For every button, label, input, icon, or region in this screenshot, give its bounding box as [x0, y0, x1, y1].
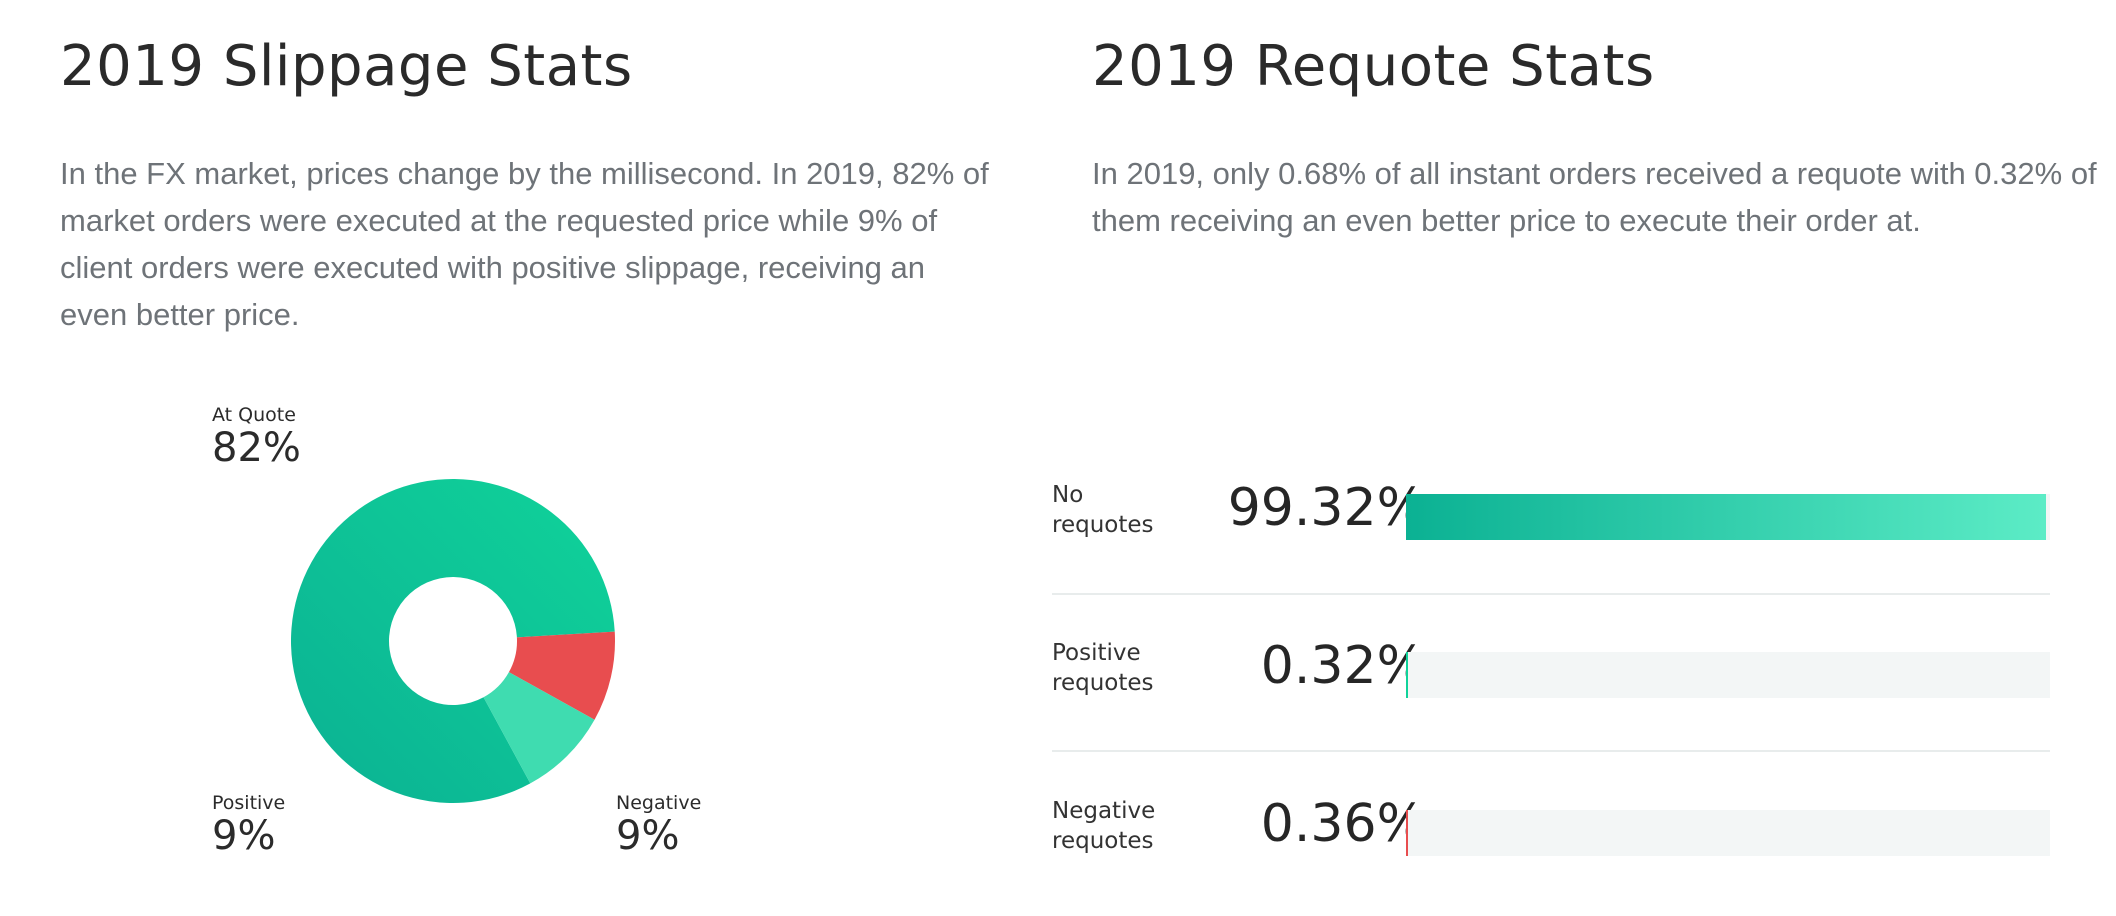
- bar-track-negative-requotes: [1406, 810, 2050, 856]
- bar-value-positive-requotes: 0.32%: [1260, 636, 1426, 696]
- bar-label-negative-line1: Negative: [1052, 798, 1156, 824]
- bar-fill-positive-requotes: [1406, 652, 1409, 698]
- bar-track-no-requotes: [1406, 494, 2050, 540]
- bar-row-negative-requotes: Negative requotes 0.36%: [1052, 796, 2050, 916]
- requote-title: 2019 Requote Stats: [1092, 34, 1655, 99]
- bar-value-no-requotes: 99.32%: [1227, 478, 1426, 538]
- label-at-quote-name: At Quote: [212, 404, 296, 426]
- bar-label-no-requotes: No requotes: [1052, 480, 1172, 540]
- label-at-quote-pct: 82%: [212, 425, 301, 471]
- bar-label-positive-line2: requotes: [1052, 670, 1154, 696]
- bar-label-negative-requotes: Negative requotes: [1052, 796, 1172, 856]
- bar-label-negative-line2: requotes: [1052, 828, 1154, 854]
- bar-fill-no-requotes: [1406, 494, 2046, 540]
- bar-track-positive-requotes: [1406, 652, 2050, 698]
- donut-slice-negative: [508, 631, 615, 720]
- bar-row-positive-requotes: Positive requotes 0.32%: [1052, 638, 2050, 758]
- label-at-quote: At Quote 82%: [212, 404, 301, 470]
- label-negative-name: Negative: [616, 792, 702, 814]
- bar-label-no-line2: requotes: [1052, 512, 1154, 538]
- divider: [1052, 593, 2050, 595]
- bar-label-no-line1: No: [1052, 482, 1084, 508]
- requote-description: In 2019, only 0.68% of all instant order…: [1092, 156, 2097, 238]
- slippage-title: 2019 Slippage Stats: [60, 34, 633, 99]
- slippage-description: In the FX market, prices change by the m…: [60, 156, 989, 332]
- label-positive: Positive 9%: [212, 792, 285, 858]
- label-positive-name: Positive: [212, 792, 286, 814]
- label-negative: Negative 9%: [616, 792, 701, 858]
- bar-row-no-requotes: No requotes 99.32%: [1052, 480, 2050, 600]
- donut-slice-at-quote: [291, 478, 615, 803]
- label-positive-pct: 9%: [212, 813, 276, 859]
- label-negative-pct: 9%: [616, 813, 680, 859]
- donut-slice-positive: [483, 672, 595, 784]
- bar-label-positive-requotes: Positive requotes: [1052, 638, 1172, 698]
- bar-value-negative-requotes: 0.36%: [1260, 794, 1426, 854]
- bar-fill-negative-requotes: [1406, 810, 1409, 856]
- divider: [1052, 750, 2050, 752]
- bar-label-positive-line1: Positive: [1052, 640, 1141, 666]
